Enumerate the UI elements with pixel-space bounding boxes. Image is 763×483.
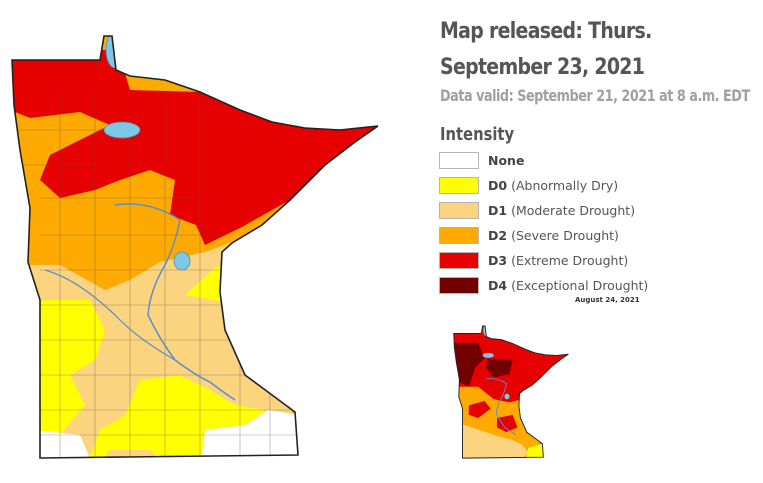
legend: None D0 (Abnormally Dry) D1 (Moderate Dr… [439, 148, 648, 298]
legend-code-d4: D4 [488, 278, 508, 293]
legend-title: Intensity [440, 124, 515, 145]
legend-row-none: None [439, 148, 648, 173]
legend-label-d2: (Severe Drought) [511, 228, 619, 243]
legend-label-d1: (Moderate Drought) [511, 203, 636, 218]
map-release-title: Map released: Thurs. September 23, 2021 [440, 19, 652, 80]
swatch-none [439, 152, 479, 169]
legend-row-d2: D2 (Severe Drought) [439, 223, 648, 248]
thumbnail-date: August 24, 2021 [575, 296, 640, 304]
none-southwest [12, 292, 40, 330]
legend-code-d2: D2 [488, 228, 508, 243]
legend-row-d3: D3 (Extreme Drought) [439, 248, 648, 273]
d3-region [12, 50, 378, 245]
swatch-d3 [439, 252, 479, 269]
drought-map-main [11, 35, 379, 459]
swatch-d0 [439, 177, 479, 194]
lake-mille-lacs [173, 251, 191, 271]
legend-code-d3: D3 [488, 253, 508, 268]
data-valid-date: Data valid: September 21, 2021 at 8 a.m.… [440, 86, 750, 105]
swatch-d2 [439, 227, 479, 244]
legend-label-d4: (Exceptional Drought) [511, 278, 649, 293]
legend-label-none: None [488, 153, 525, 168]
swatch-d4 [439, 277, 479, 294]
legend-code-d0: D0 [488, 178, 508, 193]
legend-row-d1: D1 (Moderate Drought) [439, 198, 648, 223]
legend-label-d3: (Extreme Drought) [511, 253, 629, 268]
legend-row-d0: D0 (Abnormally Dry) [439, 173, 648, 198]
lake-lower-red [103, 121, 141, 139]
legend-code-d1: D1 [488, 203, 508, 218]
legend-row-d4: D4 (Exceptional Drought) [439, 273, 648, 298]
legend-label-d0: (Abnormally Dry) [511, 178, 619, 193]
swatch-d1 [439, 202, 479, 219]
drought-map-thumbnail [453, 325, 569, 459]
